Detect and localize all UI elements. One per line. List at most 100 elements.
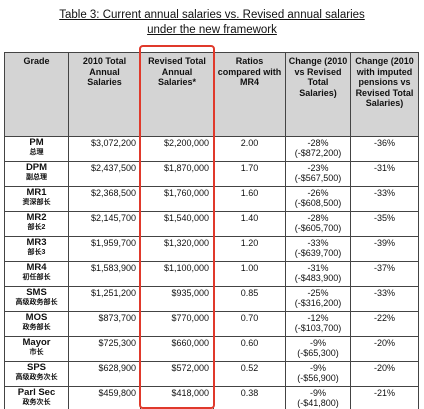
table-row: Parl Sec 政务次长 $459,800 $418,000 0.38 -9% (-$41…	[4, 386, 419, 409]
header-cell: Change (2010 vs Revised Total Salaries)	[285, 52, 351, 137]
salary-2010: $2,145,700	[68, 211, 141, 237]
change-percent: -12%	[307, 313, 329, 323]
change-pension: -36%	[350, 136, 419, 162]
grade-cell: Parl Sec 政务次长	[4, 386, 69, 409]
change-cell: -31% (-$483,900)	[285, 261, 351, 287]
header-row: Grade 2010 Total Annual Salaries Revised T…	[4, 52, 419, 137]
table-row: SPS 高级政务次长 $628,900 $572,000 0.52 -9% (-$56,90…	[4, 361, 419, 387]
header-cell: Grade	[4, 52, 69, 137]
change-amount: (-$316,200)	[294, 298, 342, 308]
header-cell: 2010 Total Annual Salaries	[68, 52, 141, 137]
grade-chinese: 政务部长	[22, 324, 51, 331]
salary-revised: $2,200,000	[140, 136, 214, 162]
grade-cell: DPM 副总理	[4, 161, 69, 187]
change-amount: (-$567,500)	[294, 173, 342, 183]
change-pension: -39%	[350, 236, 419, 262]
grade-cell: MR1 资深部长	[4, 186, 69, 212]
change-cell: -25% (-$316,200)	[285, 286, 351, 312]
salary-2010: $628,900	[68, 361, 141, 387]
change-amount: (-$608,500)	[294, 198, 342, 208]
grade-name: Parl Sec	[17, 387, 56, 398]
change-pension: -35%	[350, 211, 419, 237]
change-percent: -31%	[307, 263, 329, 273]
change-pension: -37%	[350, 261, 419, 287]
highlight-box	[139, 45, 215, 409]
salary-2010: $873,700	[68, 311, 141, 337]
change-cell: -28% (-$605,700)	[285, 211, 351, 237]
grade-name: MR4	[26, 262, 47, 273]
grade-name: MR1	[26, 187, 47, 198]
grade-chinese: 总理	[29, 149, 44, 156]
ratio: 1.40	[213, 211, 286, 237]
salary-table: Grade 2010 Total Annual Salaries Revised T…	[4, 52, 419, 409]
header-cell: Revised Total Annual Salaries*	[140, 52, 214, 137]
salary-revised: $770,000	[140, 311, 214, 337]
change-amount: (-$605,700)	[294, 223, 342, 233]
change-amount: (-$639,700)	[294, 248, 342, 258]
salary-revised: $1,540,000	[140, 211, 214, 237]
salary-2010: $1,959,700	[68, 236, 141, 262]
grade-name: DPM	[25, 162, 48, 173]
grade-cell: Mayor 市长	[4, 336, 69, 362]
grade-cell: PM 总理	[4, 136, 69, 162]
ratio: 1.70	[213, 161, 286, 187]
salary-revised: $1,870,000	[140, 161, 214, 187]
grade-cell: MR4 初任部长	[4, 261, 69, 287]
change-percent: -26%	[307, 188, 329, 198]
change-cell: -9% (-$56,900)	[285, 361, 351, 387]
grade-chinese: 部长3	[27, 249, 46, 256]
salary-2010: $459,800	[68, 386, 141, 409]
ratio: 0.70	[213, 311, 286, 337]
grade-name: MR3	[26, 237, 47, 248]
title-line: under the new framework	[147, 24, 277, 36]
grade-name: SPS	[26, 362, 46, 373]
table-body: PM 总理 $3,072,200 $2,200,000 2.00 -28% (-$872,2…	[4, 136, 419, 409]
table-row: DPM 副总理 $2,437,500 $1,870,000 1.70 -23% (-$567…	[4, 161, 419, 187]
ratio: 0.52	[213, 361, 286, 387]
title-line: Table 3: Current annual salaries vs. Rev…	[59, 9, 365, 21]
ratio: 0.60	[213, 336, 286, 362]
change-percent: -23%	[307, 163, 329, 173]
change-pension: -33%	[350, 286, 419, 312]
grade-chinese: 资深部长	[22, 199, 51, 206]
grade-name: SMS	[26, 287, 47, 298]
ratio: 0.85	[213, 286, 286, 312]
change-amount: (-$56,900)	[297, 373, 339, 383]
change-cell: -12% (-$103,700)	[285, 311, 351, 337]
change-cell: -33% (-$639,700)	[285, 236, 351, 262]
change-percent: -33%	[307, 238, 329, 248]
grade-name: MR2	[26, 212, 47, 223]
grade-cell: SMS 高级政务部长	[4, 286, 69, 312]
salary-2010: $2,437,500	[68, 161, 141, 187]
change-amount: (-$872,200)	[294, 148, 342, 158]
grade-cell: MOS 政务部长	[4, 311, 69, 337]
change-cell: -23% (-$567,500)	[285, 161, 351, 187]
salary-2010: $3,072,200	[68, 136, 141, 162]
grade-chinese: 市长	[29, 349, 44, 356]
change-amount: (-$103,700)	[294, 323, 342, 333]
grade-chinese: 政务次长	[22, 399, 51, 406]
header-cell: Ratios compared with MR4	[213, 52, 286, 137]
change-amount: (-$483,900)	[294, 273, 342, 283]
ratio: 2.00	[213, 136, 286, 162]
salary-2010: $1,251,200	[68, 286, 141, 312]
change-pension: -33%	[350, 186, 419, 212]
salary-2010: $725,300	[68, 336, 141, 362]
title: Table 3: Current annual salaries vs. Rev…	[0, 8, 424, 38]
grade-name: MOS	[25, 312, 48, 323]
change-percent: -28%	[307, 138, 329, 148]
grade-cell: MR2 部长2	[4, 211, 69, 237]
grade-chinese: 高级政务次长	[15, 374, 58, 381]
change-percent: -9%	[309, 363, 326, 373]
grade-cell: MR3 部长3	[4, 236, 69, 262]
salary-revised: $1,760,000	[140, 186, 214, 212]
grade-chinese: 副总理	[26, 174, 47, 181]
ratio: 1.00	[213, 261, 286, 287]
salary-2010: $2,368,500	[68, 186, 141, 212]
change-pension: -21%	[350, 386, 419, 409]
grade-name: Mayor	[22, 337, 51, 348]
ratio: 1.60	[213, 186, 286, 212]
grade-chinese: 部长2	[27, 224, 46, 231]
change-amount: (-$65,300)	[297, 348, 339, 358]
change-cell: -26% (-$608,500)	[285, 186, 351, 212]
